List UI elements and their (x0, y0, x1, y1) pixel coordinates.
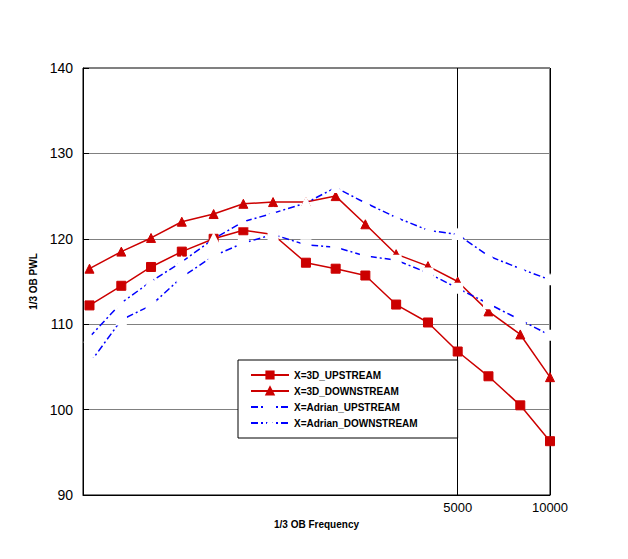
svg-text:X=Adrian_DOWNSTREAM: X=Adrian_DOWNSTREAM (294, 418, 418, 429)
svg-text:5000: 5000 (443, 500, 472, 515)
svg-text:140: 140 (50, 60, 74, 76)
svg-text:110: 110 (51, 316, 74, 332)
svg-text:X=3D_UPSTREAM: X=3D_UPSTREAM (294, 370, 381, 381)
svg-text:X=3D_DOWNSTREAM: X=3D_DOWNSTREAM (294, 386, 399, 397)
svg-text:1/3 OB PWL: 1/3 OB PWL (28, 253, 39, 310)
svg-text:120: 120 (50, 231, 74, 247)
svg-text:130: 130 (50, 145, 74, 161)
svg-text:100: 100 (50, 402, 74, 418)
svg-text:1/3 OB Frequency: 1/3 OB Frequency (274, 519, 359, 530)
svg-text:X=Adrian_UPSTREAM: X=Adrian_UPSTREAM (294, 402, 400, 413)
svg-text:10000: 10000 (532, 500, 568, 515)
svg-text:90: 90 (57, 487, 73, 503)
